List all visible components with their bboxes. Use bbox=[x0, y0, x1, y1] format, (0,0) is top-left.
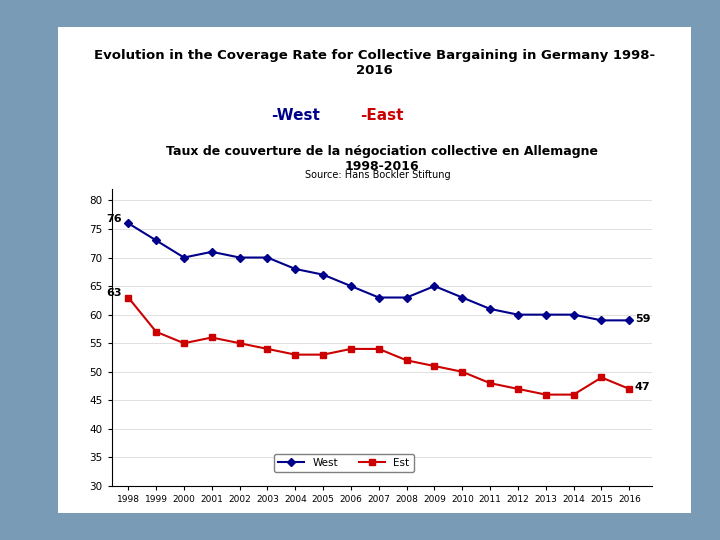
Text: 59: 59 bbox=[635, 314, 650, 324]
Text: 47: 47 bbox=[635, 382, 650, 392]
Title: Taux de couverture de la négociation collective en Allemagne
1998-2016: Taux de couverture de la négociation col… bbox=[166, 145, 598, 173]
Legend: West, Est: West, Est bbox=[274, 454, 413, 472]
Text: 63: 63 bbox=[106, 288, 122, 298]
Text: -West: -West bbox=[271, 108, 320, 123]
Text: -East: -East bbox=[360, 108, 403, 123]
Text: 76: 76 bbox=[106, 214, 122, 224]
Text: Source: Hans Bockler Stiftung: Source: Hans Bockler Stiftung bbox=[305, 170, 451, 180]
Text: Evolution in the Coverage Rate for Collective Bargaining in Germany 1998-
2016: Evolution in the Coverage Rate for Colle… bbox=[94, 49, 655, 77]
